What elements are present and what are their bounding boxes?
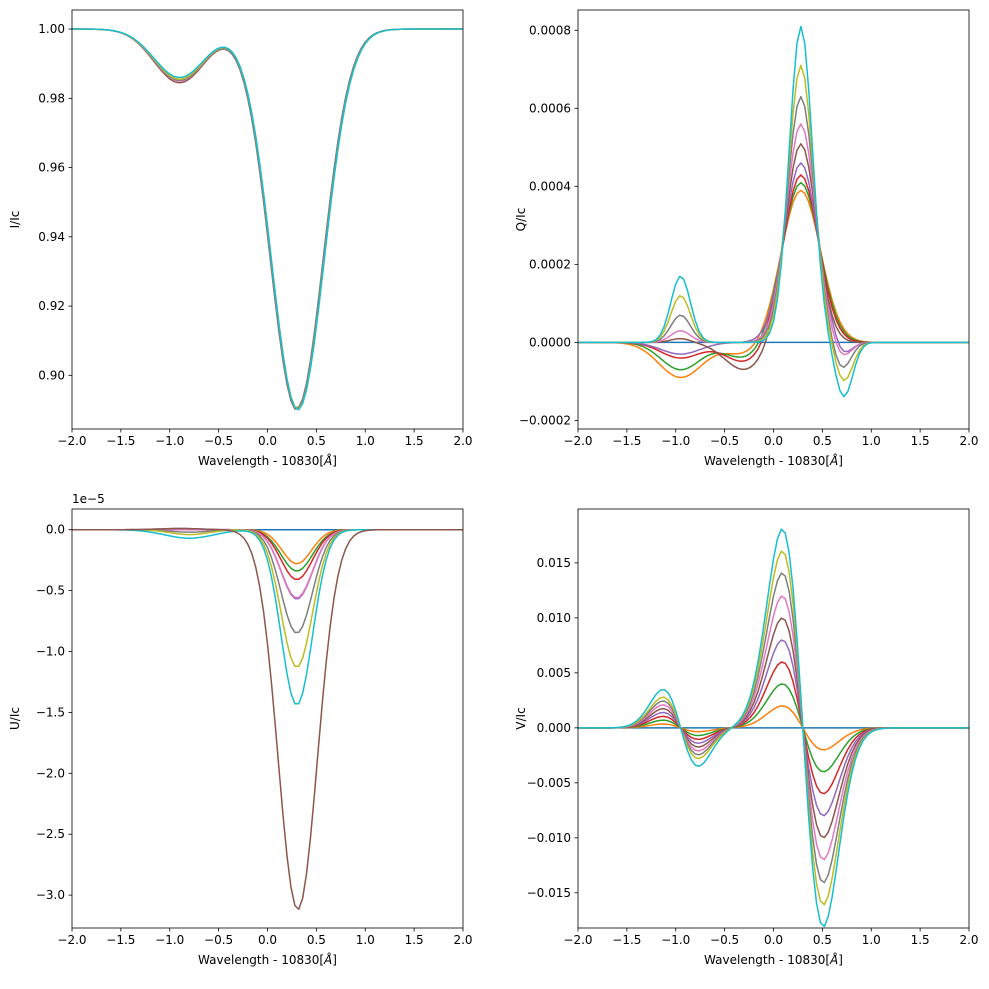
y-tick-label: 0.0000 (529, 335, 571, 349)
x-tick-label: −1.5 (106, 434, 135, 448)
series-line-9 (578, 528, 969, 928)
y-tick-label: −0.0002 (519, 413, 571, 427)
y-tick-label: −1.5 (36, 705, 65, 719)
y-tick-label: −2.0 (36, 766, 65, 780)
x-tick-label: 2.0 (959, 434, 978, 448)
y-tick-label: 0.90 (38, 368, 65, 382)
y-tick-label: 0.010 (537, 611, 571, 625)
y-tick-label: 0.0006 (529, 101, 571, 115)
x-axis-label: Wavelength - 10830[Å] (704, 952, 843, 967)
y-tick-label: 0.0004 (529, 179, 571, 193)
x-axis-label-close: ] (332, 454, 337, 468)
panel-v: −2.0 −1.5 −1.0 −0.5 0.0 0.5 1.0 1.5 2.0 −0.015 −0.… (514, 508, 979, 967)
x-axis-label-main: Wavelength - 10830[ (704, 454, 830, 468)
y-tick-label: 0.015 (537, 556, 571, 570)
y-tick-label: −3.0 (36, 888, 65, 902)
x-tick-label: 2.0 (453, 434, 472, 448)
y-tick-label: 0.0002 (529, 257, 571, 271)
x-tick-label: 0.0 (258, 933, 277, 947)
x-tick-label: 1.5 (911, 933, 930, 947)
x-tick-label: −0.5 (710, 933, 739, 947)
panel-u: −2.0 −1.5 −1.0 −0.5 0.0 0.5 1.0 1.5 2.0 −3.0 −2.5 −… (8, 492, 473, 967)
x-tick-label: −1.0 (155, 434, 184, 448)
y-tick-label: 0.94 (38, 230, 65, 244)
series-group (578, 528, 969, 928)
x-tick-label: 0.0 (764, 434, 783, 448)
x-tick-label: 1.5 (911, 434, 930, 448)
x-tick-label: −2.0 (563, 434, 592, 448)
panel-q: −2.0 −1.5 −1.0 −0.5 0.0 0.5 1.0 1.5 2.0 −0.0002 0.… (514, 9, 979, 468)
x-axis-label-unit: Å (829, 453, 838, 468)
x-tick-label: 0.5 (307, 434, 326, 448)
x-tick-label: −0.5 (204, 933, 233, 947)
x-tick-label: −1.5 (612, 434, 641, 448)
x-tick-label: 0.0 (258, 434, 277, 448)
x-axis-label-close: ] (332, 953, 337, 967)
x-axis-label: Wavelength - 10830[Å] (198, 952, 337, 967)
y-tick-label: −0.005 (527, 776, 571, 790)
x-tick-label: −1.0 (661, 434, 690, 448)
x-tick-label: −1.5 (612, 933, 641, 947)
x-tick-label: 0.5 (813, 933, 832, 947)
x-axis-label-unit: Å (323, 453, 332, 468)
x-tick-label: −0.5 (710, 434, 739, 448)
x-tick-label: −2.0 (57, 933, 86, 947)
x-axis-label: Wavelength - 10830[Å] (704, 453, 843, 468)
y-tick-label: −0.5 (36, 584, 65, 598)
x-tick-label: −1.0 (155, 933, 184, 947)
x-tick-label: 1.0 (862, 434, 881, 448)
y-axis-label: V/Ic (514, 707, 528, 729)
y-tick-label: 0.0008 (529, 23, 571, 37)
x-axis-label-main: Wavelength - 10830[ (198, 953, 324, 967)
series-group (578, 25, 969, 398)
series-group (72, 28, 463, 411)
x-tick-label: 1.0 (356, 434, 375, 448)
x-tick-label: 1.5 (405, 434, 424, 448)
x-tick-label: 1.5 (405, 933, 424, 947)
x-tick-label: −1.0 (661, 933, 690, 947)
y-axis-label: I/Ic (8, 211, 22, 229)
x-tick-label: −0.5 (204, 434, 233, 448)
x-tick-label: −2.0 (563, 933, 592, 947)
x-axis-label-close: ] (838, 953, 843, 967)
series-group (72, 527, 463, 910)
x-axis-label-unit: Å (323, 952, 332, 967)
x-tick-label: 0.5 (813, 434, 832, 448)
x-axis-label-unit: Å (829, 952, 838, 967)
x-axis-label-main: Wavelength - 10830[ (198, 454, 324, 468)
x-tick-label: 0.0 (764, 933, 783, 947)
x-tick-label: 1.0 (356, 933, 375, 947)
y-axis-label: U/Ic (8, 707, 22, 730)
x-axis-label-main: Wavelength - 10830[ (704, 953, 830, 967)
y-axis-label: Q/Ic (514, 208, 528, 232)
x-tick-label: 2.0 (959, 933, 978, 947)
series-line-9 (578, 25, 969, 398)
panel-i: −2.0 −1.5 −1.0 −0.5 0.0 0.5 1.0 1.5 2.0 0.90 0.92 0… (8, 9, 473, 468)
y-tick-label: 1.00 (38, 22, 65, 36)
x-tick-label: 2.0 (453, 933, 472, 947)
x-tick-label: −2.0 (57, 434, 86, 448)
y-tick-label: −0.015 (527, 886, 571, 900)
series-line-4 (72, 28, 463, 411)
x-axis-label: Wavelength - 10830[Å] (198, 453, 337, 468)
y-tick-label: 0.98 (38, 91, 65, 105)
y-tick-label: 0.005 (537, 666, 571, 680)
y-tick-label: −0.010 (527, 831, 571, 845)
y-tick-label: −2.5 (36, 827, 65, 841)
y-tick-label: 0.92 (38, 299, 65, 313)
y-tick-label: 0.000 (537, 721, 571, 735)
y-tick-label: −1.0 (36, 645, 65, 659)
y-tick-label: 0.0 (46, 523, 65, 537)
x-axis-label-close: ] (838, 454, 843, 468)
y-tick-label: 0.96 (38, 161, 65, 175)
series-line-9 (72, 527, 463, 910)
x-tick-label: 1.0 (862, 933, 881, 947)
x-tick-label: 0.5 (307, 933, 326, 947)
y-offset-text: 1e−5 (72, 492, 105, 506)
x-tick-label: −1.5 (106, 933, 135, 947)
